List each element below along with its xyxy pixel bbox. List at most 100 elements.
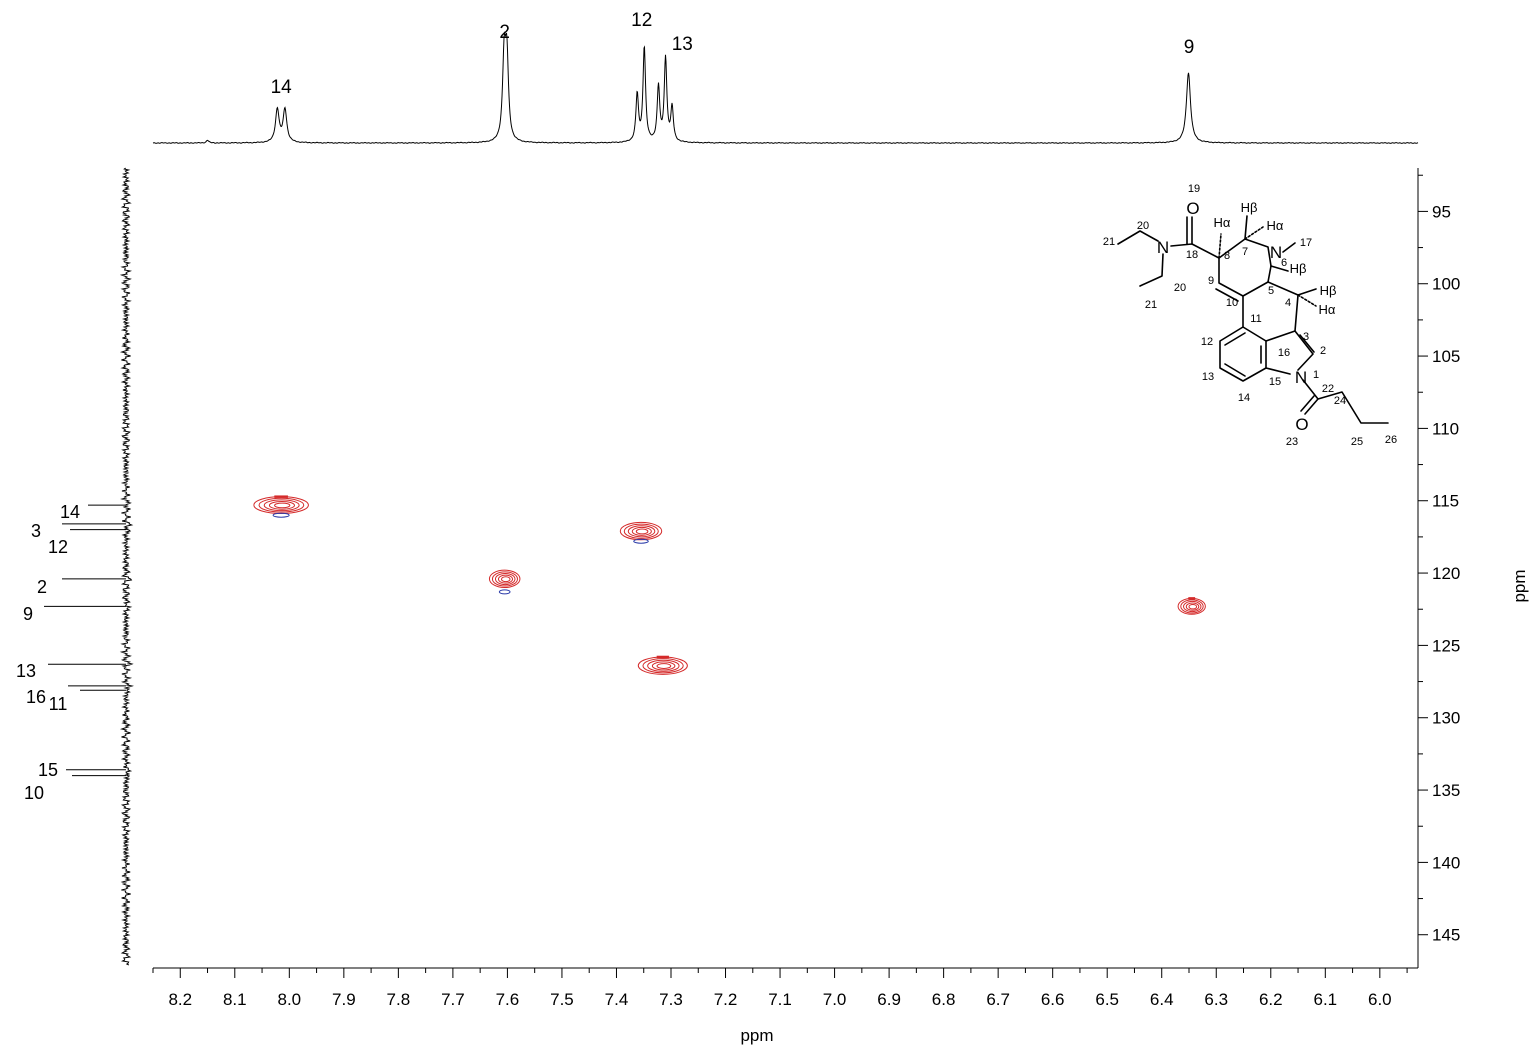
- positive-contour: [647, 659, 680, 672]
- atom-label: N: [1295, 368, 1307, 387]
- carbon-peak-label: 14: [60, 502, 80, 522]
- top-projection-spectrum: 14 2 12 13 9: [152, 10, 1419, 144]
- x-tick-label: 7.3: [659, 990, 683, 1009]
- atom-label: 25: [1351, 436, 1363, 448]
- molecule-structure: [1117, 215, 1389, 424]
- carbon-peak-label: 12: [48, 537, 68, 557]
- cross-peak: [619, 521, 663, 544]
- atom-label: 11: [1250, 313, 1261, 325]
- negative-contour: [272, 512, 290, 518]
- atom-label: 5: [1268, 285, 1274, 297]
- atom-label: O: [1186, 199, 1199, 218]
- y-axis-label: ppm: [1510, 569, 1529, 602]
- x-tick-label: 7.4: [605, 990, 629, 1009]
- ring-d-double-bond: [1215, 288, 1239, 302]
- cross-peak: [488, 569, 521, 595]
- cross-peak: [253, 495, 309, 518]
- stereo-bond: [1218, 233, 1222, 259]
- butanoyl-bond: [1302, 379, 1389, 424]
- ethyl-bond: [1139, 253, 1164, 287]
- y-tick-label: 115: [1432, 492, 1459, 511]
- atom-label: 19: [1188, 183, 1200, 195]
- atom-label: 21: [1145, 299, 1157, 311]
- atom-label: 18: [1186, 249, 1198, 261]
- y-tick-label: 110: [1432, 419, 1459, 438]
- atom-label: 21: [1103, 236, 1115, 248]
- pyrrole-ring-bond: [1265, 330, 1314, 375]
- atom-label: 17: [1300, 237, 1312, 249]
- atom-label: 12: [1201, 336, 1213, 348]
- y-tick-label: 135: [1432, 781, 1460, 800]
- butanoyl-carbonyl-bond: [1304, 398, 1319, 415]
- positive-contour: [274, 502, 291, 509]
- cross-peaks: [253, 495, 1206, 675]
- atom-label: Hβ: [1241, 200, 1258, 215]
- atom-label: Hα: [1267, 218, 1284, 233]
- positive-contour: [268, 500, 295, 510]
- atom-label: 24: [1334, 395, 1346, 407]
- atom-label: 6: [1281, 257, 1287, 269]
- atom-label: N: [1157, 238, 1169, 257]
- ethyl-bond: [1117, 230, 1159, 245]
- stereo-bond: [1270, 265, 1289, 272]
- atom-label: 3: [1303, 331, 1309, 343]
- n-methyl-bond: [1282, 242, 1296, 253]
- x-tick-label: 7.7: [441, 990, 465, 1009]
- positive-contour: [258, 497, 305, 513]
- carbon-peak-label: 10: [24, 783, 44, 803]
- x-tick-label: 8.1: [223, 990, 247, 1009]
- y-tick-label: 145: [1432, 926, 1460, 945]
- y-tick-label: 95: [1432, 202, 1451, 221]
- x-tick-label: 6.4: [1150, 990, 1174, 1009]
- butanoyl-carbonyl-bond: [1300, 395, 1315, 412]
- atom-label: 2: [1320, 345, 1326, 357]
- carbon-peak-label: 16: [26, 687, 46, 707]
- x-axis-ticks: 8.2 8.1 8.0 7.9 7.8 7.7 7.6 7.5 7.4 7.3 7.2 7.1 7.0 6…: [152, 968, 1408, 1009]
- aromatic-double-bond: [1224, 363, 1246, 377]
- atom-label: 8: [1224, 250, 1230, 262]
- positive-contour: [491, 571, 518, 587]
- x-tick-label: 6.9: [877, 990, 901, 1009]
- positive-contour: [651, 661, 676, 671]
- positive-contour: [656, 663, 672, 669]
- proton-peak-label: 13: [672, 34, 693, 55]
- x-tick-label: 7.0: [823, 990, 847, 1009]
- atom-label: 9: [1208, 275, 1214, 287]
- atom-label: O: [1295, 415, 1308, 434]
- atom-label: 20: [1137, 220, 1149, 232]
- x-tick-label: 7.8: [387, 990, 411, 1009]
- atom-label: Hα: [1319, 302, 1336, 317]
- atom-label: 4: [1285, 297, 1291, 309]
- amide-bond: [1191, 243, 1220, 259]
- amide-n-bond: [1170, 243, 1193, 247]
- x-tick-label: 6.3: [1204, 990, 1228, 1009]
- positive-contour: [263, 499, 300, 512]
- atom-label: Hβ: [1290, 261, 1307, 276]
- atom-label: 22: [1322, 383, 1334, 395]
- x-tick-label: 7.6: [496, 990, 520, 1009]
- x-tick-label: 6.7: [986, 990, 1010, 1009]
- aromatic-double-bond: [1224, 332, 1246, 346]
- y-axis-ticks: 95 100 105 110 115 120 125 130 135 140 145: [1418, 174, 1460, 945]
- x-tick-label: 7.5: [550, 990, 574, 1009]
- atom-label: 10: [1226, 297, 1238, 309]
- atom-label: 15: [1269, 376, 1281, 388]
- x-tick-label: 6.8: [932, 990, 956, 1009]
- proton-peak-label: 12: [631, 10, 652, 31]
- positive-contour: [1183, 600, 1202, 613]
- proton-peak-label: 9: [1184, 37, 1195, 58]
- y-tick-label: 140: [1432, 853, 1460, 872]
- x-tick-label: 6.6: [1041, 990, 1065, 1009]
- pyrrole-double-bond: [1299, 334, 1315, 353]
- positive-contour: [494, 572, 516, 586]
- negative-contour: [633, 538, 649, 544]
- y-tick-label: 130: [1432, 709, 1460, 728]
- cross-peak: [1177, 597, 1206, 615]
- atom-label: 7: [1242, 246, 1248, 258]
- carbon-1d-trace: [119, 167, 134, 966]
- x-tick-label: 8.2: [168, 990, 192, 1009]
- x-tick-label: 6.2: [1259, 990, 1283, 1009]
